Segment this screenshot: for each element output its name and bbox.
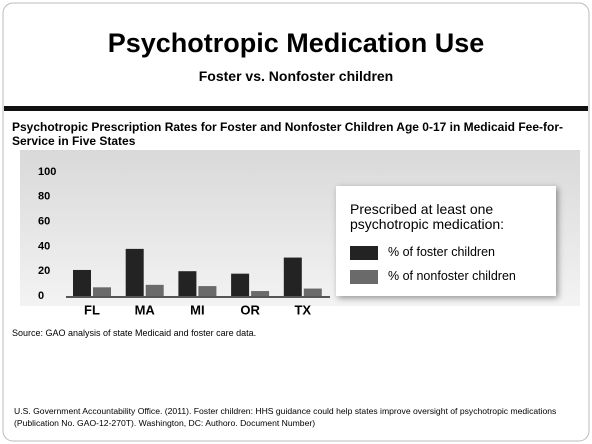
bar [73, 269, 91, 296]
legend-label: % of foster children [388, 245, 495, 259]
y-tick-label: 100 [38, 166, 56, 178]
slide-subtitle: Foster vs. Nonfoster children [198, 68, 394, 84]
x-tick-label: MA [135, 302, 156, 317]
bar [283, 257, 302, 296]
divider [4, 106, 588, 111]
bar [145, 284, 164, 296]
bar [93, 287, 111, 296]
y-tick-label: 20 [38, 265, 50, 277]
citation: U.S. Government Accountability Office. (… [14, 406, 557, 428]
legend-label: % of nonfoster children [388, 269, 516, 283]
bar [303, 288, 322, 296]
source-note: Source: GAO analysis of state Medicaid a… [12, 328, 257, 338]
y-tick-label: 0 [38, 290, 44, 302]
slide-title: Psychotropic Medication Use [107, 28, 485, 58]
x-tick-label: TX [294, 302, 311, 317]
bar [231, 273, 250, 296]
x-tick-label: FL [84, 302, 100, 317]
y-tick-label: 40 [38, 240, 50, 252]
x-tick-label: MI [190, 302, 204, 317]
legend-swatch [350, 246, 378, 260]
bar [125, 248, 144, 296]
legend-title: Prescribed at least one psychotropic med… [350, 201, 505, 232]
legend-swatch [350, 270, 378, 284]
x-tick-label: OR [240, 302, 260, 317]
bar [251, 291, 270, 296]
y-tick-label: 80 [38, 191, 50, 203]
chart-title: Psychotropic Prescription Rates for Fost… [12, 120, 563, 148]
bar [178, 271, 197, 296]
bar [198, 286, 217, 296]
y-tick-label: 60 [38, 216, 50, 228]
legend: Prescribed at least one psychotropic med… [336, 186, 556, 296]
